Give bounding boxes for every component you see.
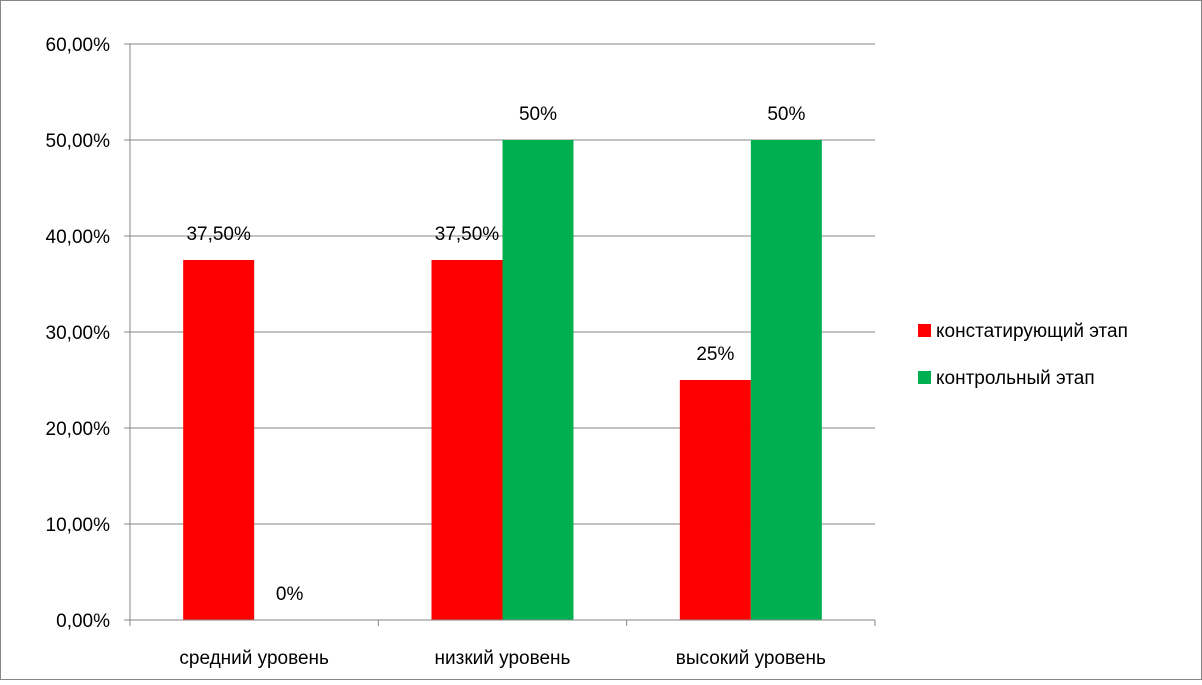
legend-swatch xyxy=(918,371,931,384)
bar-control xyxy=(750,140,822,620)
y-tick-label: 10,00% xyxy=(46,515,111,536)
y-tick-label: 50,00% xyxy=(46,131,111,152)
category-label: низкий уровень xyxy=(435,648,571,669)
legend-swatch xyxy=(918,324,931,337)
data-label: 50% xyxy=(767,104,805,125)
data-labels: 37,50% 0% 37,50% 50% 25% 50% xyxy=(186,104,805,605)
bar-control xyxy=(502,140,574,620)
bar-constat xyxy=(431,260,503,620)
category-label: высокий уровень xyxy=(676,648,826,669)
y-tick-label: 20,00% xyxy=(46,419,111,440)
bars xyxy=(183,140,822,620)
data-label: 25% xyxy=(696,344,734,365)
bar-constat xyxy=(679,380,751,620)
data-label: 0% xyxy=(276,584,304,605)
category-label: средний уровень xyxy=(179,648,329,669)
legend: констатирующий этап контрольный этап xyxy=(918,321,1128,389)
y-tick-label: 60,00% xyxy=(46,35,111,56)
bar-constat xyxy=(183,260,255,620)
y-tick-label: 30,00% xyxy=(46,323,111,344)
y-tick-label: 40,00% xyxy=(46,227,111,248)
y-axis: 0,00% 10,00% 20,00% 30,00% 40,00% 50,00% 60,00… xyxy=(46,35,111,632)
legend-label: констатирующий этап xyxy=(936,321,1128,342)
data-label: 50% xyxy=(519,104,557,125)
data-label: 37,50% xyxy=(435,224,500,245)
y-tick-label: 0,00% xyxy=(56,611,110,632)
legend-label: контрольный этап xyxy=(936,368,1095,389)
data-label: 37,50% xyxy=(186,224,251,245)
x-axis: средний уровень низкий уровень высокий уро… xyxy=(124,44,876,669)
